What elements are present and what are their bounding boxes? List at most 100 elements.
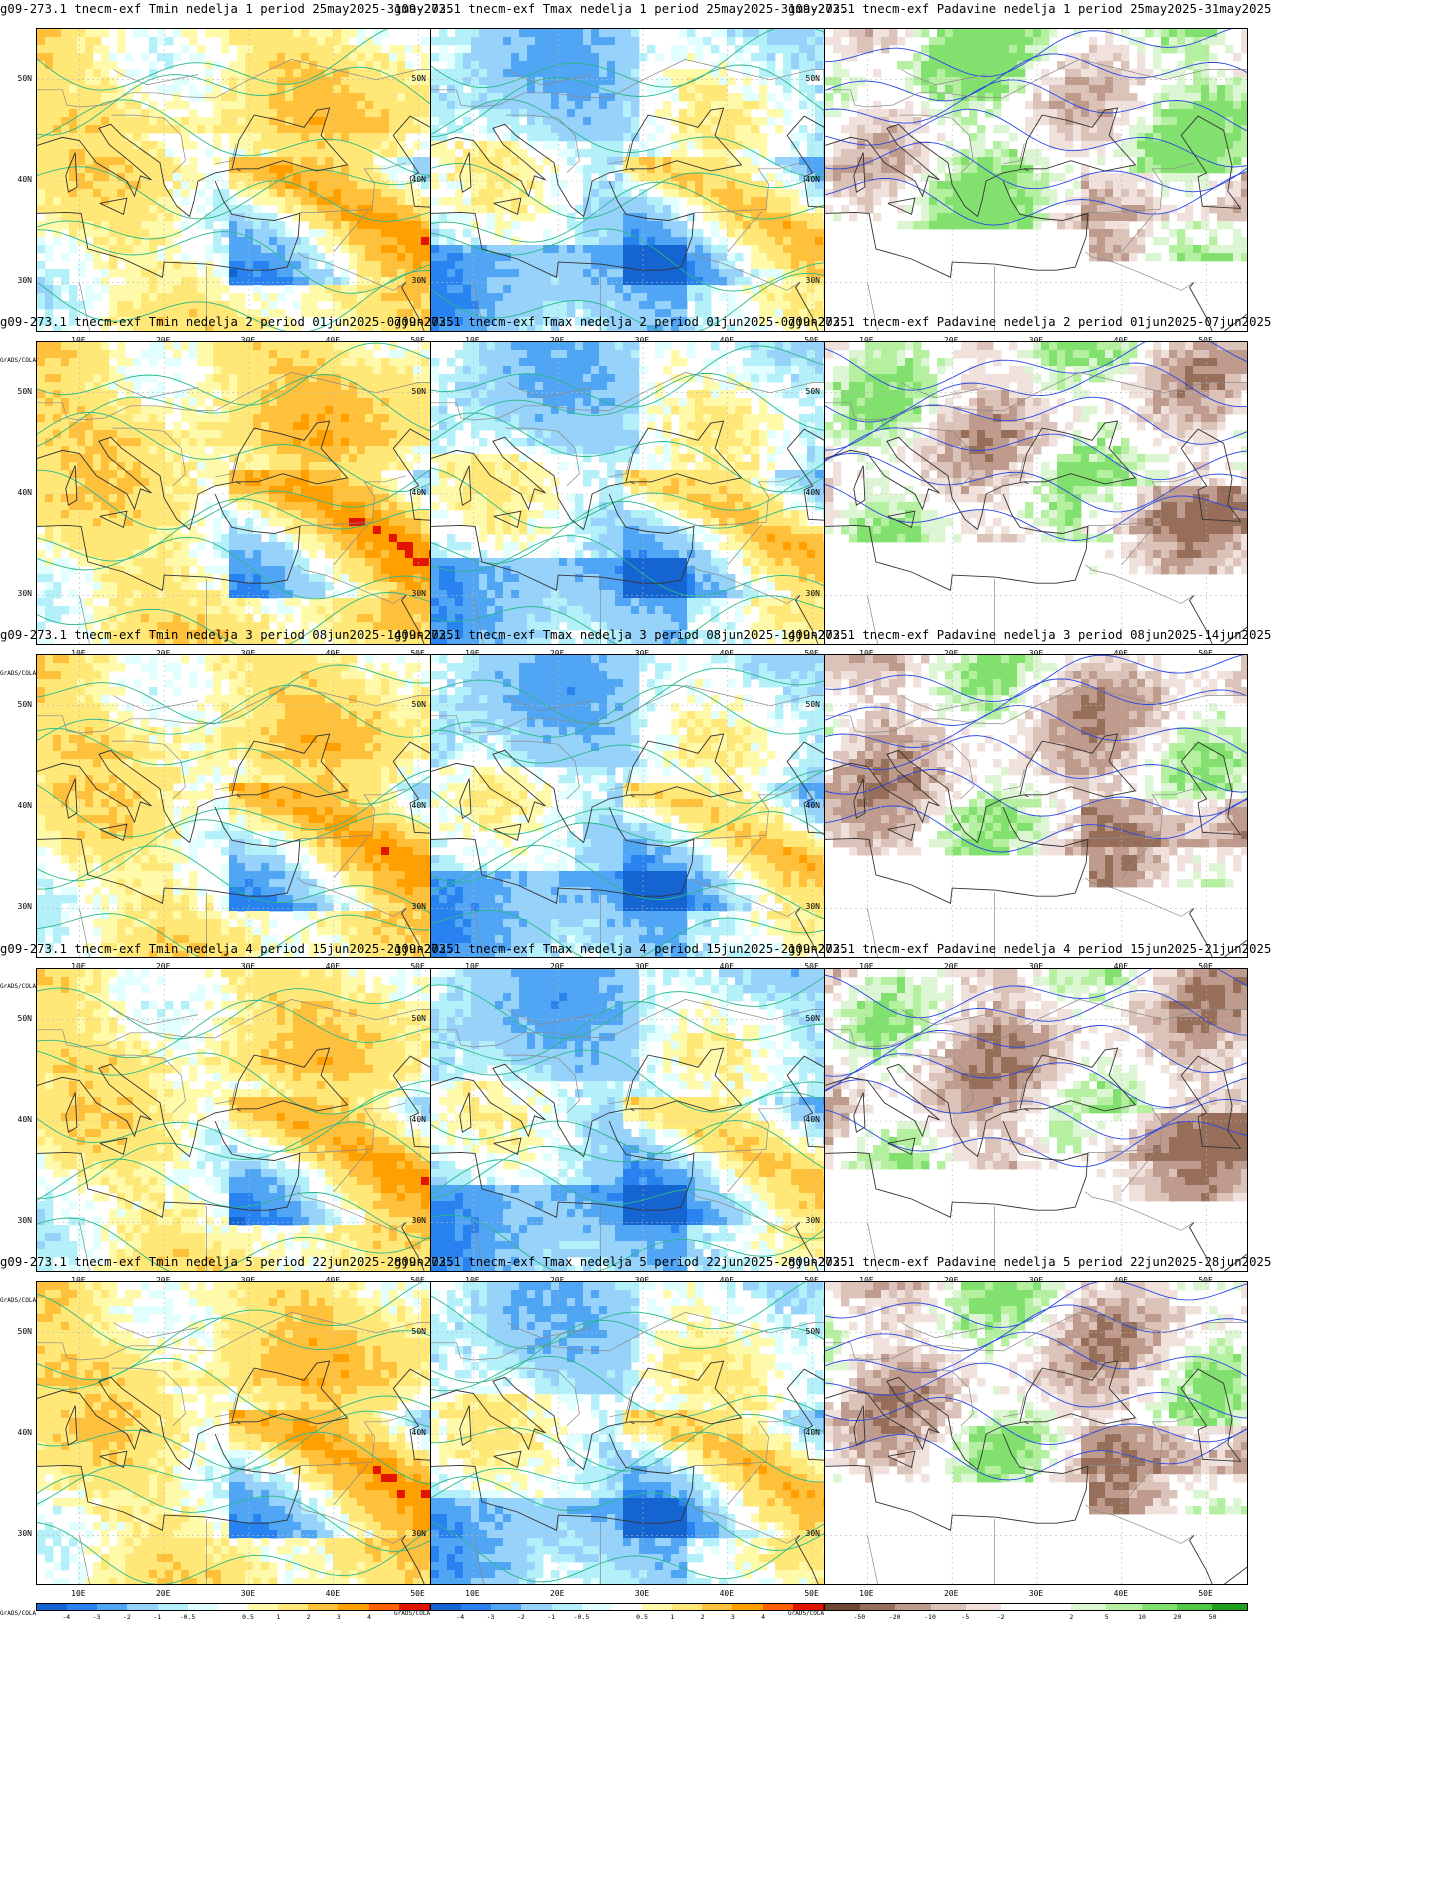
longitude-label: 30E: [1021, 962, 1051, 971]
coastline: [37, 806, 301, 904]
latitude-label: 40N: [788, 801, 820, 810]
color-scale-label: 1: [662, 1613, 682, 1621]
country-border: [693, 162, 800, 213]
coastline: [231, 107, 349, 172]
country-border: [431, 1312, 853, 1361]
coastline: [493, 1137, 522, 1156]
coastline: [431, 180, 695, 278]
country-border: [1085, 1504, 1195, 1544]
map-panel-tmin-week-4: g09-273.1 tnecm-exf Tmin nedelja 4 perio…: [0, 940, 470, 1316]
color-scale-swatch: [930, 1604, 966, 1610]
country-border: [215, 1083, 237, 1105]
country-border: [113, 695, 199, 712]
color-scale-swatch: [762, 1604, 793, 1610]
color-scale-label: 0.5: [238, 1613, 258, 1621]
longitude-label: 40E: [318, 649, 348, 658]
latitude-label: 40N: [394, 801, 426, 810]
country-border: [507, 1009, 593, 1026]
color-scale-label: -1: [147, 1613, 167, 1621]
color-scale-label: 4: [359, 1613, 379, 1621]
color-scale-label: 20: [1167, 1613, 1187, 1621]
country-border: [901, 69, 987, 86]
longitude-label: 50E: [403, 1589, 433, 1598]
latitude-label: 50N: [0, 1014, 32, 1023]
grads-credit: GrADS/COLA: [788, 1610, 824, 1617]
color-scale-label: 1: [268, 1613, 288, 1621]
coastline: [887, 197, 916, 216]
country-border: [79, 1222, 90, 1271]
country-border: [691, 564, 801, 604]
color-scale-label: -4: [450, 1613, 470, 1621]
color-scale-swatch: [67, 1604, 98, 1610]
country-border: [1003, 456, 1025, 478]
coastline: [99, 1137, 128, 1156]
country-border: [899, 114, 974, 174]
longitude-label: 50E: [797, 1589, 827, 1598]
country-border: [79, 908, 90, 957]
map-panel-tmax-week-2: g09-273.1 tnecm-exf Tmax nedelja 2 perio…: [394, 313, 864, 689]
country-border: [505, 740, 580, 800]
color-scale-swatch: [825, 1604, 861, 1610]
panel-title: g09-273.1 tnecm-exf Tmin nedelja 3 perio…: [0, 628, 470, 642]
latitude-label: 30N: [0, 1529, 32, 1538]
country-border: [111, 740, 186, 800]
country-border: [111, 114, 186, 174]
panel-title: g09-273.1 tnecm-exf Tmin nedelja 1 perio…: [0, 2, 470, 16]
coastline: [231, 733, 349, 798]
longitude-label: 30E: [233, 962, 263, 971]
longitude-label: 20E: [936, 649, 966, 658]
country-border: [113, 1322, 199, 1339]
country-border: [609, 456, 631, 478]
country-border: [37, 685, 459, 734]
color-scale-swatch: [551, 1604, 582, 1610]
country-border: [431, 999, 853, 1048]
country-border: [693, 1415, 800, 1466]
longitude-label: 10E: [63, 1589, 93, 1598]
map-canvas: [825, 655, 1247, 957]
longitude-label: 10E: [457, 1589, 487, 1598]
longitude-label: 50E: [797, 649, 827, 658]
longitude-label: 10E: [457, 962, 487, 971]
longitude-label: 30E: [627, 1276, 657, 1285]
coastline: [1019, 733, 1137, 798]
color-scale-swatch: [127, 1604, 158, 1610]
latitude-label: 30N: [394, 1529, 426, 1538]
coastline: [431, 1120, 695, 1218]
country-border: [333, 1464, 368, 1506]
panel-title: g09-273.1 tnecm-exf Padavine nedelja 4 p…: [788, 942, 1271, 956]
country-border: [867, 1222, 878, 1271]
country-border: [1003, 1083, 1025, 1105]
country-border: [1087, 1102, 1194, 1153]
coastline: [493, 1450, 522, 1469]
country-border: [297, 1504, 407, 1544]
coastline: [853, 152, 866, 193]
country-border: [431, 372, 853, 421]
map-panel-tmin-week-1: g09-273.1 tnecm-exf Tmin nedelja 1 perio…: [0, 0, 470, 376]
color-scale-swatch: [368, 1604, 399, 1610]
longitude-label: 50E: [403, 336, 433, 345]
country-border: [899, 740, 974, 800]
country-border: [867, 595, 878, 644]
color-scale-swatch: [732, 1604, 763, 1610]
longitude-label: 10E: [457, 336, 487, 345]
color-scale-swatch: [338, 1604, 369, 1610]
coastline: [825, 1063, 1029, 1158]
longitude-label: 10E: [851, 336, 881, 345]
longitude-label: 40E: [1106, 336, 1136, 345]
latitude-label: 30N: [788, 589, 820, 598]
latitude-label: 50N: [788, 1327, 820, 1336]
color-scale-swatch: [157, 1604, 188, 1610]
country-border: [727, 524, 762, 566]
longitude-label: 20E: [936, 1276, 966, 1285]
country-border: [431, 685, 853, 734]
coastline: [1019, 1360, 1137, 1425]
color-scale-swatch: [521, 1604, 552, 1610]
color-scale-swatch: [641, 1604, 673, 1610]
anomaly-map: [430, 341, 854, 645]
country-border: [473, 595, 484, 644]
coastline: [887, 823, 916, 842]
panel-title: g09-273.1 tnecm-exf Padavine nedelja 3 p…: [788, 628, 1271, 642]
country-border: [37, 372, 459, 421]
color-scale-swatch: [1176, 1604, 1212, 1610]
country-border: [473, 1535, 484, 1584]
